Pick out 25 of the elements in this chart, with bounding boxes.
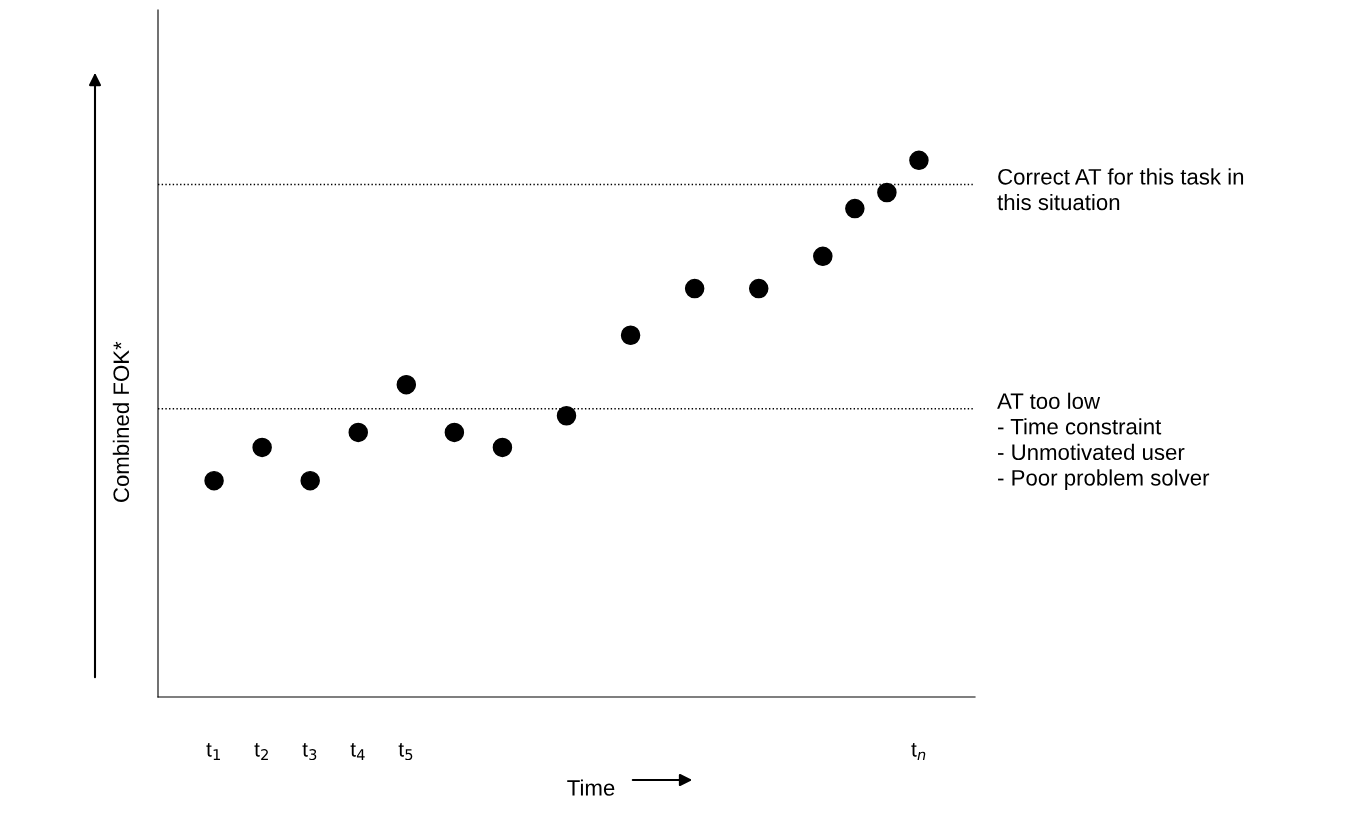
point xyxy=(252,437,272,458)
point xyxy=(813,246,833,267)
point xyxy=(748,278,769,299)
y-axis-title: Combined FOK* xyxy=(112,341,130,502)
point xyxy=(909,150,929,171)
ref-line-label: Correct AT for this task in this situation xyxy=(997,168,1244,211)
point xyxy=(492,437,513,458)
x-tick-label: t$_{1}$ xyxy=(206,743,220,760)
x-axis-title: Time xyxy=(567,779,615,796)
point xyxy=(348,422,368,443)
ref-line-label: AT too low - Time constraint - Unmotivated user - Poor problem solver xyxy=(997,392,1210,491)
point xyxy=(396,374,417,395)
x-tick-label: t$_{2}$ xyxy=(254,743,268,760)
point xyxy=(300,470,320,491)
x-tick-label: t$_{4}$ xyxy=(350,743,365,760)
point xyxy=(620,325,641,346)
point xyxy=(684,278,705,299)
point xyxy=(556,406,577,426)
point xyxy=(204,470,224,491)
point xyxy=(877,182,897,203)
x-tick-label: t$_{n}$ xyxy=(911,743,926,760)
point xyxy=(444,422,465,443)
point xyxy=(845,198,865,219)
x-tick-label: t$_{5}$ xyxy=(398,743,413,761)
x-tick-label: t$_{3}$ xyxy=(302,743,317,761)
